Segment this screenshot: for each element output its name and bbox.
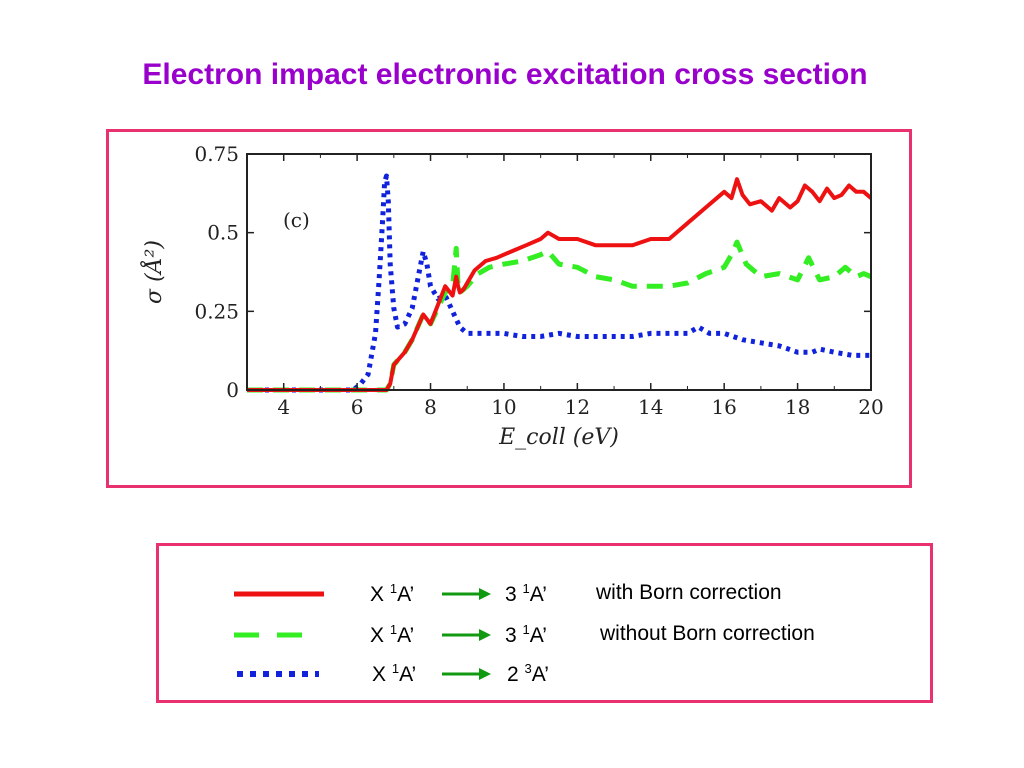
x-tick-label: 16 [711,395,736,419]
x-tick-label: 4 [277,395,290,419]
legend-swatch-triplet [237,668,491,680]
panel-label: (c) [283,208,310,232]
legend-from-state-born: X 1A’ [370,581,415,606]
legend-from-state-triplet: X 1A’ [372,661,417,686]
arrow-right-icon-head [479,588,491,600]
legend-to-state-triplet: 2 3A’ [507,661,549,686]
series-line-dotted [247,173,871,393]
y-tick-label: 0.25 [194,299,239,323]
y-tick-label: 0.75 [194,142,239,166]
x-tick-label: 14 [638,395,663,419]
chart-frame: 4 6 8 10 12 14 16 18 20 0 0.25 0.5 0.75 (c) E_coll (… [106,129,912,488]
x-axis-label: E_coll (eV) [498,425,619,450]
y-axis-label: σ (Å²) [139,240,167,304]
arrow-right-icon-head [479,668,491,680]
legend-row-no-born: X 1A’ 3 1A’ without Born correction [159,620,930,650]
x-tick-label: 18 [785,395,810,419]
x-tick-label: 20 [858,395,883,419]
legend-row-triplet: X 1A’ 2 3A’ [159,659,930,689]
series-line-solid [247,177,873,392]
plot-area-border [246,153,872,391]
y-tick-label: 0.5 [207,221,239,245]
x-tick-label: 12 [565,395,590,419]
series-line-dashed [247,239,872,393]
legend-from-state-no-born: X 1A’ [370,622,415,647]
legend-note-no-born: without Born correction [600,622,815,645]
legend-to-state-born: 3 1A’ [505,581,547,606]
legend-note-born: with Born correction [596,581,782,604]
tick-layer: 4 6 8 10 12 14 16 18 20 0 0.25 0.5 0.75 [194,142,883,419]
x-tick-label: 6 [351,395,364,419]
x-tick-label: 8 [424,395,437,419]
legend-swatch-no-born [234,629,491,641]
y-tick-label: 0 [226,378,239,402]
legend-to-state-no-born: 3 1A’ [505,622,547,647]
slide-title: Electron impact electronic excitation cr… [142,58,868,91]
legend-row-born: X 1A’ 3 1A’ with Born correction [159,579,930,609]
cross-section-chart: 4 6 8 10 12 14 16 18 20 0 0.25 0.5 0.75 (c) E_coll (… [139,142,884,450]
arrow-right-icon-head [479,629,491,641]
plot-layer [247,173,873,393]
legend-swatch-born [234,588,491,600]
legend-box: X 1A’ 3 1A’ with Born correction X 1A’ 3… [156,543,933,703]
x-tick-label: 10 [491,395,516,419]
